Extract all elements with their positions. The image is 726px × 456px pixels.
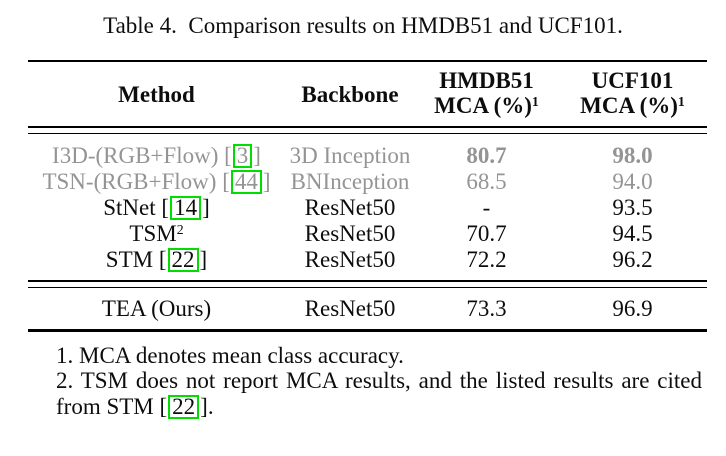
table-body: I3D-(RGB+Flow) [3] 3D Inception 80.7 98.0 TS… (28, 134, 707, 280)
rule-gap (28, 127, 707, 133)
table-row-tea-ours: TEA (Ours) ResNet50 73.3 96.9 (28, 288, 707, 329)
citation-link[interactable]: 3 (232, 144, 253, 168)
ucf101-value-cell: 94.0 (612, 169, 653, 194)
citation-link[interactable]: 22 (168, 394, 200, 419)
hmdb51-value-cell: 72.2 (466, 247, 507, 272)
method-cell: STM [22] (105, 247, 208, 272)
footnote-2-text: from STM [ (56, 393, 168, 419)
column-header-backbone: Backbone (301, 81, 399, 107)
method-cell: TSN-(RGB+Flow) [44] (42, 169, 271, 194)
result-separator-rule-upper (28, 280, 707, 282)
ucf101-value-cell: 98.0 (612, 143, 653, 168)
backbone-cell: ResNet50 (304, 195, 396, 220)
hmdb51-value-cell: 80.7 (466, 143, 507, 168)
ucf101-value-cell: 96.2 (612, 247, 653, 272)
footnote-2-line-2: from STM [22]. (56, 394, 702, 420)
footnote-marker-1: 1 (677, 93, 685, 109)
column-header-ucf101: UCF101 MCA (%)1 (558, 68, 707, 121)
backbone-cell: ResNet50 (304, 221, 396, 246)
column-header-method: Method (118, 81, 195, 107)
footnote-2-line-1: 2. TSM does not report MCA results, and … (56, 368, 702, 393)
table-header-row: Method Backbone HMDB51 MCA (%)1 UCF101 M… (28, 62, 707, 126)
backbone-cell: ResNet50 (304, 295, 396, 321)
hmdb51-value-cell: - (482, 195, 491, 220)
column-header-hmdb51-dataset: HMDB51 (439, 67, 534, 93)
table-caption: Table 4. Comparison results on HMDB51 an… (103, 13, 623, 38)
table-row: StNet [14] ResNet50 - 93.5 (28, 195, 707, 221)
citation-link[interactable]: 44 (230, 170, 262, 194)
column-header-hmdb51: HMDB51 MCA (%)1 (415, 68, 558, 121)
column-header-ucf101-dataset: UCF101 (591, 67, 674, 93)
method-cell: I3D-(RGB+Flow) [3] (52, 143, 261, 168)
table-row: I3D-(RGB+Flow) [3] 3D Inception 80.7 98.0 (28, 143, 707, 169)
footnote-marker-2: 2 (176, 222, 184, 238)
column-header-ucf101-metric: MCA (%)1 (558, 93, 707, 121)
table-footnotes: 1. MCA denotes mean class accuracy. 2. T… (56, 343, 702, 420)
document-page: Table 4. Comparison results on HMDB51 an… (0, 12, 726, 419)
table-bottom-rule (28, 329, 707, 332)
ucf101-value-cell: 96.9 (612, 295, 653, 321)
mca-label: MCA (%) (580, 92, 678, 118)
ucf101-value-cell: 93.5 (612, 195, 653, 220)
footnote-marker-1: 1 (531, 93, 539, 109)
table-row: STM [22] ResNet50 72.2 96.2 (28, 247, 707, 273)
hmdb51-value-cell: 73.3 (466, 295, 507, 321)
footnote-1: 1. MCA denotes mean class accuracy. (56, 342, 404, 368)
mca-label: MCA (%) (434, 92, 532, 118)
method-cell: TEA (Ours) (101, 295, 212, 321)
backbone-cell: BNInception (290, 169, 410, 194)
backbone-cell: 3D Inception (289, 143, 411, 168)
table-row: TSM2 ResNet50 70.7 94.5 (28, 221, 707, 247)
column-header-hmdb51-metric: MCA (%)1 (415, 93, 558, 121)
method-cell: StNet [14] (103, 195, 210, 220)
citation-link[interactable]: 14 (170, 196, 202, 220)
result-separator-rule-lower (28, 286, 707, 288)
header-separator-rule-lower (28, 132, 707, 134)
method-cell: TSM2 (129, 221, 184, 246)
table-row: TSN-(RGB+Flow) [44] BNInception 68.5 94.0 (28, 169, 707, 195)
header-separator-rule-upper (28, 126, 707, 128)
rule-gap (28, 281, 707, 287)
table-top-rule (28, 60, 707, 62)
citation-link[interactable]: 22 (167, 248, 199, 272)
ucf101-value-cell: 94.5 (612, 221, 653, 246)
hmdb51-value-cell: 68.5 (466, 169, 507, 194)
backbone-cell: ResNet50 (304, 247, 396, 272)
comparison-table: Method Backbone HMDB51 MCA (%)1 UCF101 M… (28, 60, 707, 332)
hmdb51-value-cell: 70.7 (466, 221, 507, 246)
footnote-2-text: ]. (200, 393, 214, 419)
